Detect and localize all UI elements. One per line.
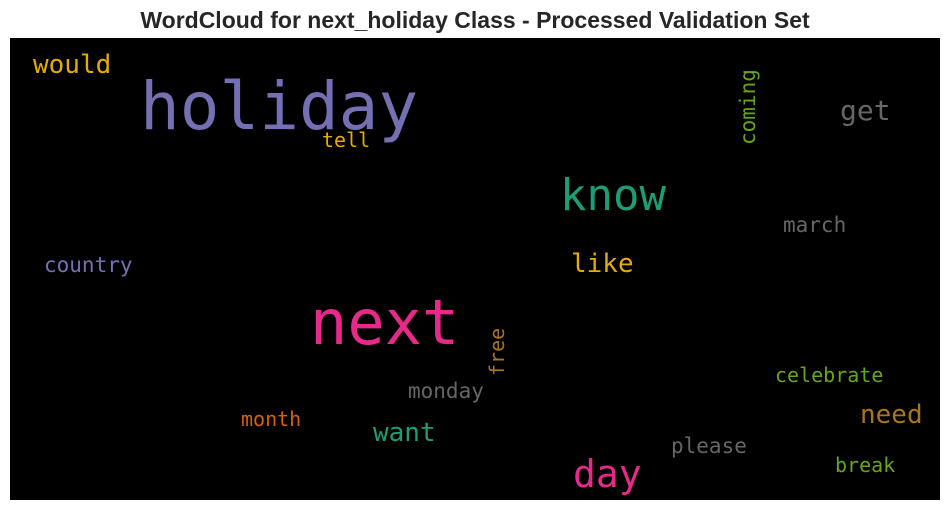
- word-march: march: [783, 213, 846, 237]
- word-day: day: [573, 452, 642, 496]
- word-need: need: [860, 400, 923, 430]
- word-coming: coming: [736, 69, 760, 145]
- word-break: break: [835, 453, 895, 477]
- word-holiday: holiday: [140, 68, 418, 145]
- wordcloud-canvas: holiday next know day get would want like need co…: [33, 50, 923, 496]
- word-monday: monday: [408, 379, 484, 403]
- word-know: know: [560, 170, 666, 221]
- word-please: please: [671, 434, 747, 458]
- word-country: country: [44, 253, 133, 277]
- word-celebrate: celebrate: [775, 363, 883, 387]
- wordcloud-panel: holiday next know day get would want like need co…: [10, 38, 940, 500]
- word-tell: tell: [322, 128, 370, 152]
- word-would: would: [33, 50, 111, 80]
- word-like: like: [571, 249, 634, 279]
- word-next: next: [310, 286, 459, 359]
- word-free: free: [485, 328, 509, 376]
- word-month: month: [241, 407, 301, 431]
- word-get: get: [840, 94, 891, 127]
- word-want: want: [373, 418, 436, 448]
- chart-title: WordCloud for next_holiday Class - Proce…: [140, 7, 810, 33]
